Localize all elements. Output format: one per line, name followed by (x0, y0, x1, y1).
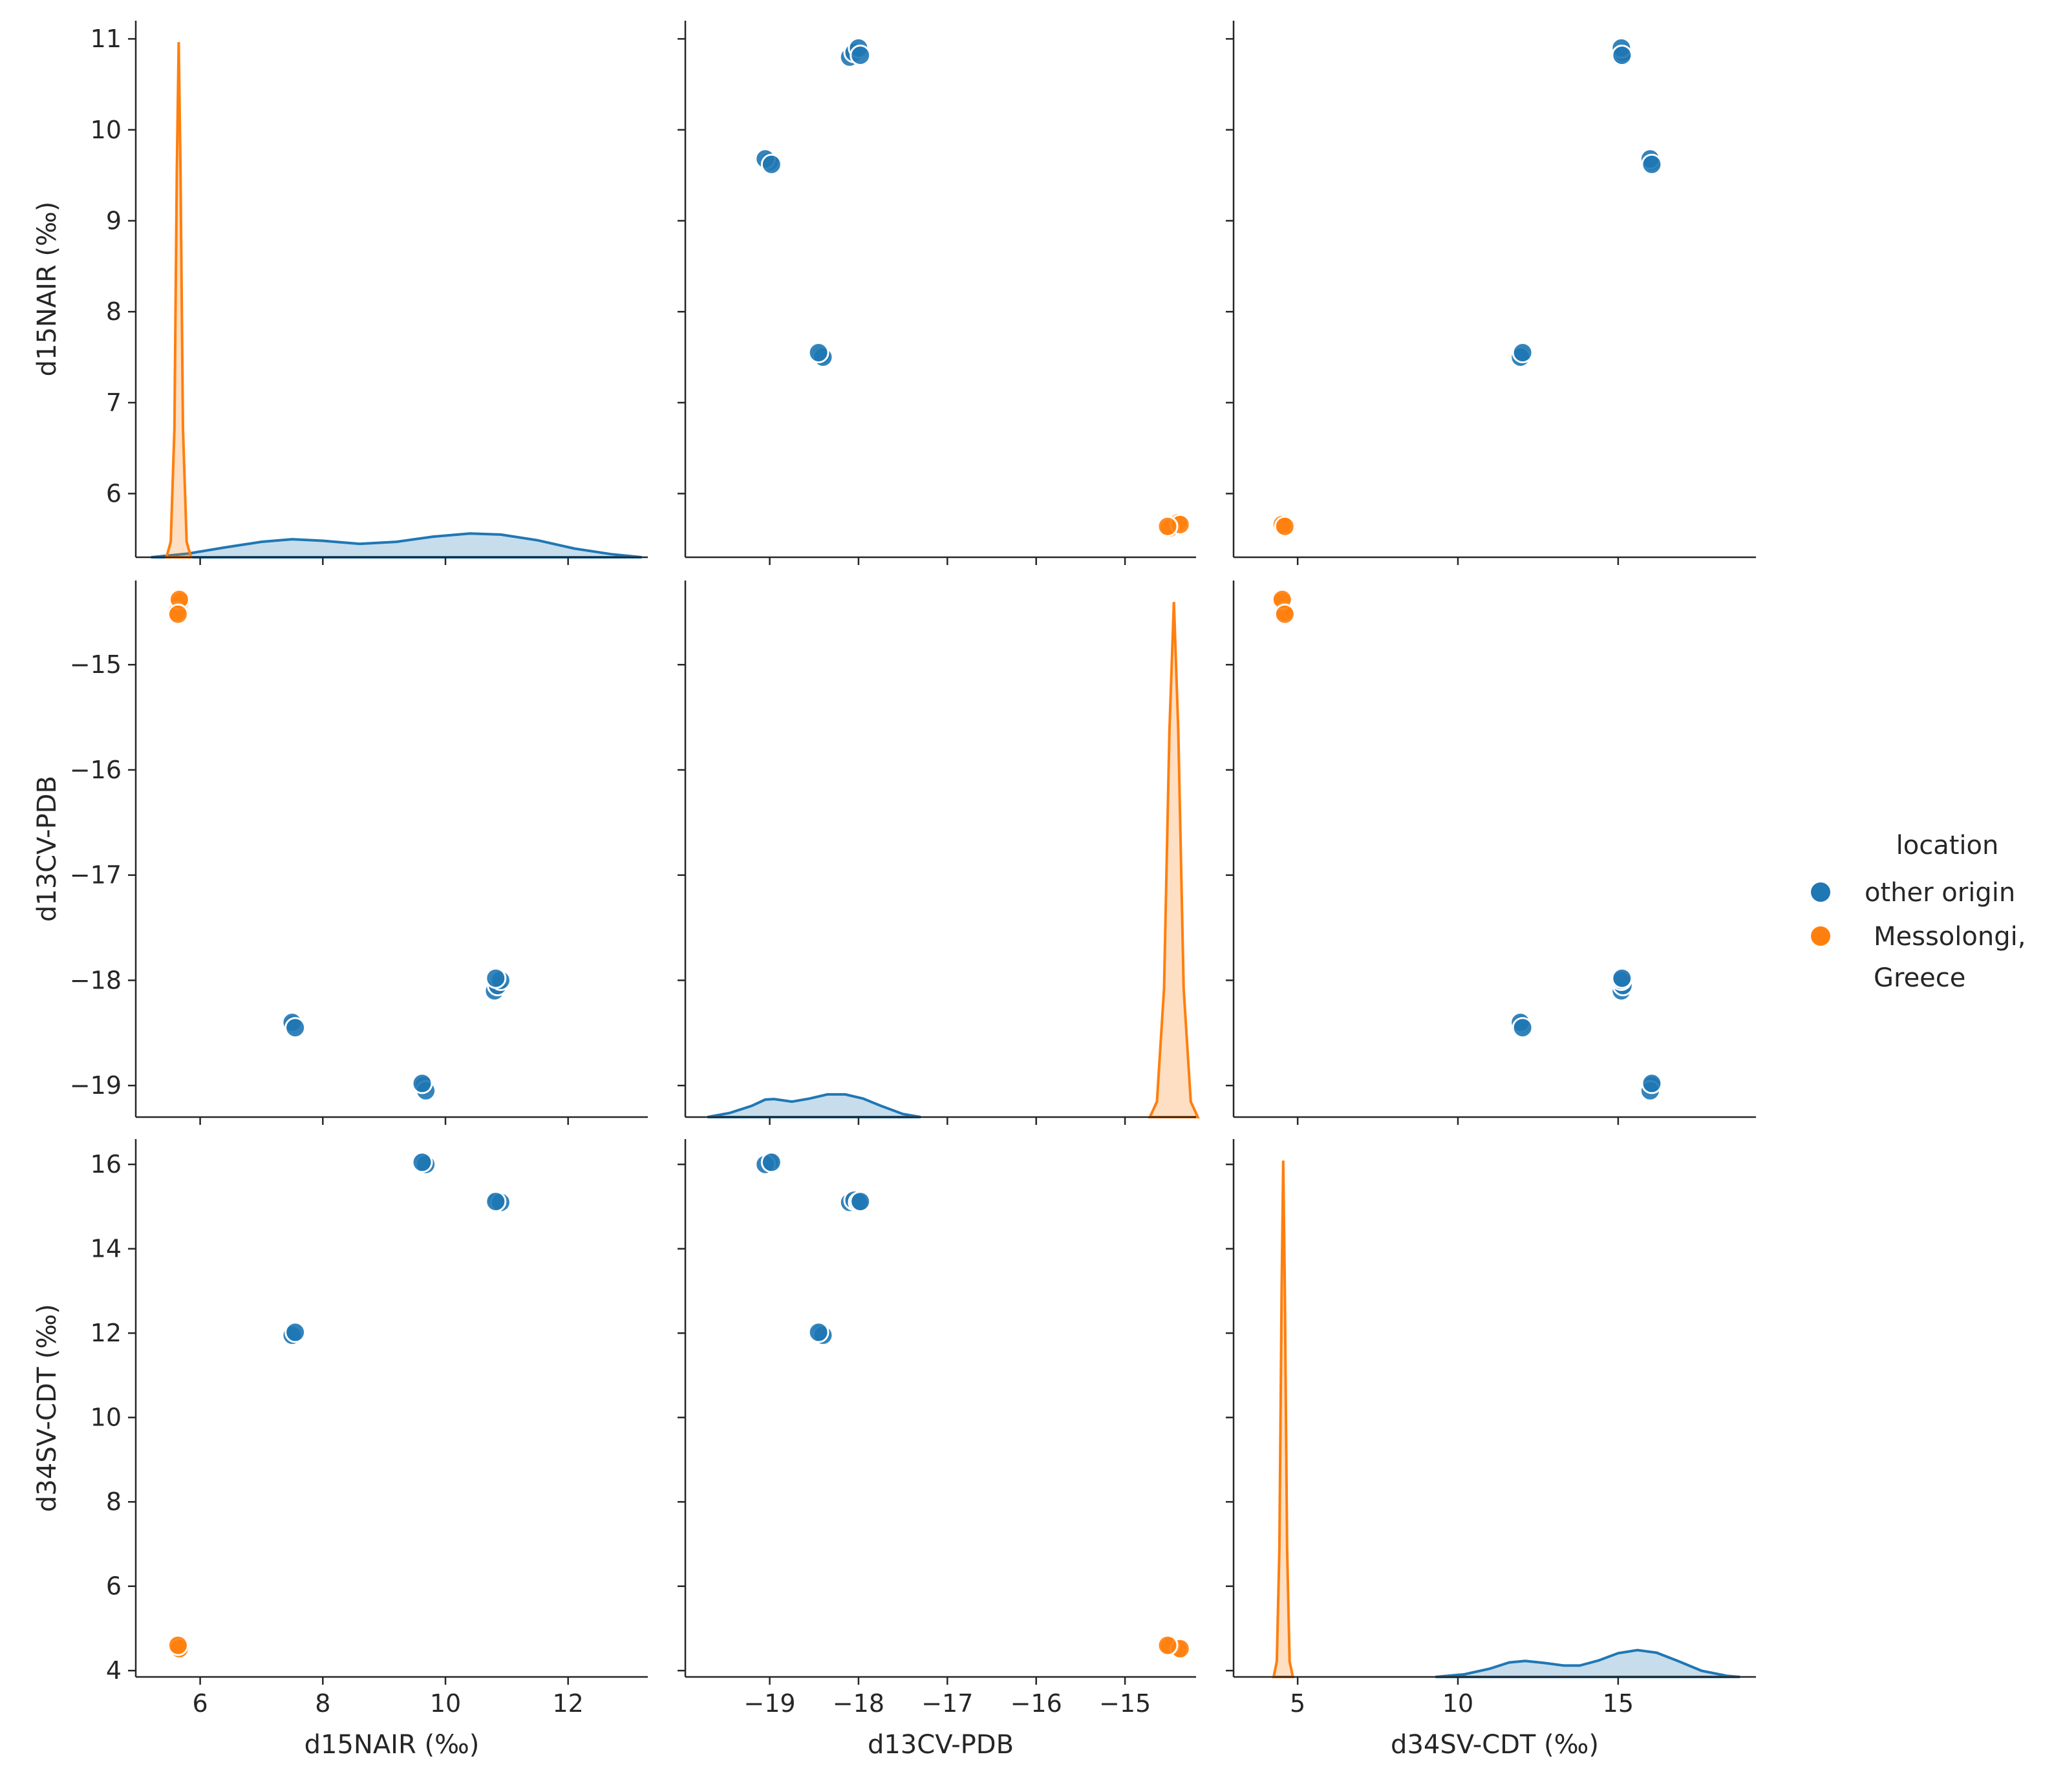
point-other-origin-r0-c1-9 (808, 342, 829, 363)
y-tick-label-d34sv-cdt-2: 8 (106, 1488, 122, 1516)
point-other-origin-r2-c0-3 (485, 1191, 507, 1213)
point-other-origin-r2-c1-6 (760, 1151, 782, 1173)
kde-other-origin-d34sv-cdt (1435, 1648, 1740, 1678)
panel-r2-c0: 6 8 10 12 4 6 8 10 12 14 16 (91, 1139, 648, 1718)
x-tick-label-d15nair-1: 8 (315, 1689, 330, 1718)
point-other-origin-r1-c2-6 (1641, 1072, 1663, 1094)
point-messolongi-r2-c0-4 (167, 1634, 189, 1656)
kde-messolongi-d15nair (164, 42, 193, 559)
panel-r0-c0: 6 7 8 9 10 11 (91, 21, 648, 565)
point-other-origin-r2-c1-3 (850, 1191, 872, 1213)
y-tick-label-d15nair-5: 11 (91, 25, 122, 53)
y-axis-label-d34sv-cdt: d34SV-CDT (‰) (32, 1304, 62, 1512)
x-tick-label-d15nair-0: 6 (192, 1689, 208, 1718)
x-axis-label-d13cv-pdb: d13CV-PDB (868, 1730, 1014, 1760)
y-tick-label-d15nair-0: 6 (106, 480, 122, 508)
point-other-origin-r1-c0-6 (411, 1072, 433, 1094)
y-tick-label-d15nair-3: 9 (106, 206, 122, 235)
legend-marker-other-origin (1811, 882, 1830, 902)
point-other-origin-r0-c1-6 (760, 153, 782, 175)
y-tick-label-d13cv-pdb-0: −19 (70, 1071, 122, 1100)
panel-r2-c2: 5 10 15 (1226, 1139, 1756, 1718)
x-tick-label-d13cv-pdb-1: −18 (833, 1689, 884, 1718)
panel-r0-c1 (678, 21, 1196, 565)
panel-r1-c1 (678, 581, 1200, 1125)
panel-r2-c1: −19 −18 −17 −16 −15 (678, 1139, 1196, 1718)
y-tick-label-d13cv-pdb-2: −17 (70, 861, 122, 890)
legend-title: location (1896, 831, 1999, 860)
y-tick-label-d34sv-cdt-3: 10 (91, 1403, 122, 1432)
point-messolongi-r0-c2-4 (1274, 515, 1296, 537)
kde-other-origin-d13cv-pdb (707, 1093, 921, 1118)
point-other-origin-r0-c2-3 (1611, 45, 1633, 66)
pairplot-panels: 6 7 8 9 10 11 −19 −18 −17 −16 −15 6 8 10 12 4 6 8 10 12 14 16… (32, 21, 1756, 1760)
y-tick-label-d34sv-cdt-6: 16 (91, 1150, 122, 1179)
y-tick-label-d34sv-cdt-0: 4 (106, 1656, 122, 1685)
y-axis-label-d13cv-pdb: d13CV-PDB (32, 776, 62, 922)
y-axis-label-d15nair: d15NAIR (‰) (32, 202, 62, 377)
point-other-origin-r0-c1-3 (850, 45, 872, 66)
x-tick-label-d13cv-pdb-2: −17 (921, 1689, 973, 1718)
kde-other-origin-d15nair (151, 532, 642, 559)
kde-messolongi-d13cv-pdb (1148, 602, 1200, 1118)
point-other-origin-r0-c2-6 (1641, 153, 1663, 175)
x-tick-label-d13cv-pdb-4: −15 (1099, 1689, 1151, 1718)
legend-label-messolongi-line1: Messolongi, (1874, 922, 2026, 952)
panel-r0-c2 (1226, 21, 1756, 565)
point-messolongi-r1-c0-4 (167, 603, 189, 625)
panel-r1-c0: −19 −18 −17 −16 −15 (70, 581, 648, 1125)
y-tick-label-d34sv-cdt-1: 6 (106, 1572, 122, 1601)
point-messolongi-r1-c2-4 (1274, 603, 1296, 625)
y-tick-label-d34sv-cdt-4: 12 (91, 1319, 122, 1347)
x-tick-label-d34sv-cdt-2: 15 (1603, 1689, 1634, 1718)
legend: location other origin Messolongi, Greece (1811, 831, 2026, 993)
y-tick-label-d15nair-1: 7 (106, 389, 122, 417)
point-other-origin-r1-c0-9 (284, 1017, 306, 1039)
kde-messolongi-d34sv-cdt (1272, 1160, 1295, 1678)
legend-marker-messolongi (1811, 926, 1830, 946)
point-other-origin-r1-c0-3 (485, 967, 507, 989)
y-tick-label-d13cv-pdb-4: −15 (70, 650, 122, 679)
x-tick-label-d13cv-pdb-0: −19 (744, 1689, 795, 1718)
point-messolongi-r2-c1-4 (1157, 1634, 1179, 1656)
legend-label-other-origin: other origin (1865, 878, 2015, 908)
legend-label-messolongi-line2: Greece (1874, 963, 1965, 993)
x-tick-label-d15nair-3: 12 (553, 1689, 584, 1718)
point-other-origin-r2-c0-9 (284, 1321, 306, 1343)
x-axis-label-d15nair: d15NAIR (‰) (305, 1730, 480, 1760)
x-tick-label-d34sv-cdt-0: 5 (1290, 1689, 1305, 1718)
y-tick-label-d13cv-pdb-3: −16 (70, 756, 122, 784)
y-tick-label-d15nair-2: 8 (106, 297, 122, 326)
x-axis-label-d34sv-cdt: d34SV-CDT (‰) (1391, 1730, 1599, 1760)
y-tick-label-d15nair-4: 10 (91, 116, 122, 144)
point-other-origin-r1-c2-3 (1611, 967, 1633, 989)
point-other-origin-r0-c2-9 (1512, 342, 1534, 363)
point-messolongi-r0-c1-4 (1157, 515, 1179, 537)
x-tick-label-d15nair-2: 10 (430, 1689, 461, 1718)
point-other-origin-r2-c1-9 (808, 1321, 829, 1343)
x-tick-label-d13cv-pdb-3: −16 (1011, 1689, 1062, 1718)
point-other-origin-r2-c0-6 (411, 1151, 433, 1173)
panel-r1-c2 (1226, 581, 1756, 1125)
point-other-origin-r1-c2-9 (1512, 1017, 1534, 1039)
x-tick-label-d34sv-cdt-1: 10 (1442, 1689, 1473, 1718)
y-tick-label-d34sv-cdt-5: 14 (91, 1235, 122, 1263)
y-tick-label-d13cv-pdb-1: −18 (70, 966, 122, 994)
